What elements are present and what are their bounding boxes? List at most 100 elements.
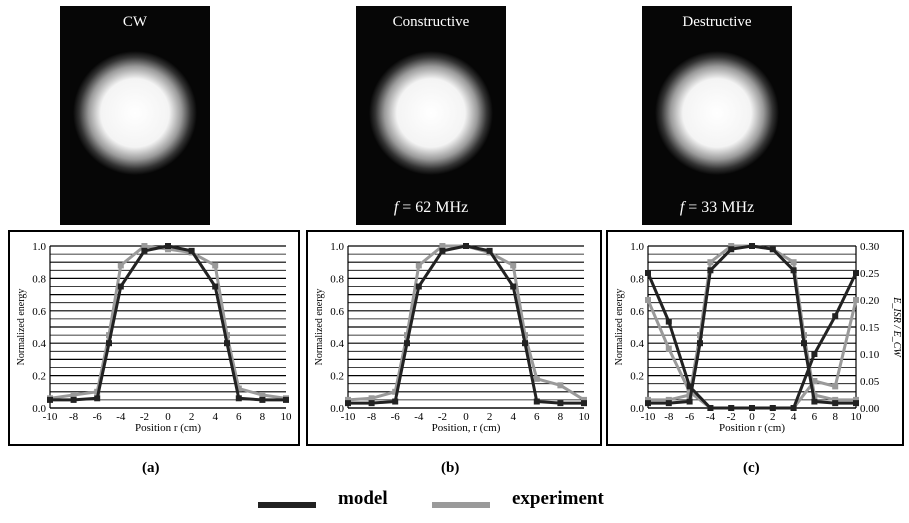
data-point (832, 400, 839, 407)
data-point (106, 332, 112, 339)
data-point (728, 243, 735, 249)
series-line-model (50, 244, 286, 402)
x-axis-label: Position r (cm) (135, 422, 201, 434)
y-tick-label: 0.8 (330, 273, 344, 285)
data-point (557, 400, 564, 407)
data-point (707, 405, 714, 411)
x-tick-label: -2 (140, 411, 149, 423)
data-point (235, 385, 242, 392)
data-point (212, 283, 219, 290)
x-tick-label: 8 (832, 411, 838, 423)
x-tick-label: -4 (706, 411, 716, 423)
data-point (345, 396, 351, 403)
data-point (728, 405, 735, 411)
data-point (522, 332, 528, 339)
data-point (188, 247, 195, 254)
data-point (117, 262, 124, 269)
data-point (94, 395, 101, 402)
x-tick-label: 2 (770, 411, 776, 423)
y-axis-label: Normalized energy (614, 289, 625, 366)
legend-swatch-model (258, 502, 316, 508)
y-tick-label: 1.0 (630, 241, 644, 253)
data-point (510, 262, 517, 269)
y-tick-label: 0.4 (630, 338, 644, 350)
data-point (533, 375, 540, 382)
data-point (801, 340, 807, 347)
y-tick-label: 1.0 (330, 241, 344, 253)
data-point (165, 243, 171, 249)
data-point (106, 340, 112, 347)
data-point (832, 313, 839, 320)
x-tick-label: -2 (438, 411, 447, 423)
data-point (686, 398, 693, 405)
data-point (141, 243, 148, 249)
x-tick-label: 2 (189, 411, 195, 423)
data-point (811, 351, 818, 357)
data-point (853, 396, 859, 403)
y2-axis-label: E_ISR / E_CW (891, 296, 902, 358)
x-tick-label: 6 (236, 411, 242, 423)
x-tick-label: -10 (43, 411, 58, 423)
x-tick-label: 0 (463, 411, 469, 423)
data-point (581, 396, 587, 403)
data-point (790, 267, 797, 274)
y-tick-label: 0.0 (630, 403, 644, 415)
data-point (368, 400, 375, 407)
y-tick-label: 0.2 (330, 371, 344, 383)
y2-tick-label: 0.20 (860, 295, 880, 307)
data-point (259, 392, 266, 399)
data-point (212, 262, 219, 269)
data-point (645, 400, 651, 407)
data-point (345, 400, 351, 407)
data-point (749, 243, 755, 249)
data-point (811, 398, 818, 405)
y2-tick-label: 0.15 (860, 322, 880, 334)
data-point (697, 340, 703, 347)
y-tick-label: 0.2 (630, 371, 644, 383)
y2-tick-label: 0.25 (860, 268, 880, 280)
data-point (832, 396, 839, 403)
x-tick-label: -6 (93, 411, 103, 423)
data-point (853, 270, 859, 276)
beam-spot-constructive (369, 51, 493, 175)
x-tick-label: -6 (391, 411, 401, 423)
x-tick-label: -8 (664, 411, 674, 423)
data-point (165, 246, 171, 253)
chart-b: 0.0 0.2 0.4 0.6 0.8 1.0 -10 -8 -6 -4 -2 0 2 4 6 8 10 Posi… (314, 241, 590, 434)
legend-swatch-experiment (432, 502, 490, 508)
data-point (728, 246, 735, 253)
y2-tick-label: 0.10 (860, 349, 880, 361)
data-point (522, 340, 528, 347)
y-tick-label: 0.0 (32, 403, 46, 415)
legend-label-model: model (338, 488, 388, 509)
beam-spot-destructive (655, 51, 779, 175)
data-point (283, 396, 289, 403)
y2-tick-label: 0.30 (860, 241, 880, 253)
x-tick-label: 6 (812, 411, 818, 423)
data-point (224, 340, 230, 347)
y-tick-label: 0.6 (32, 306, 46, 318)
x-tick-label: 8 (260, 411, 266, 423)
y-axis-label: Normalized energy (16, 289, 27, 366)
data-point (141, 247, 148, 254)
panel-label-b: (b) (441, 460, 460, 476)
data-point (581, 400, 587, 407)
data-point (510, 283, 517, 290)
data-point (117, 283, 124, 290)
series-line-model (348, 244, 584, 405)
data-point (665, 345, 672, 352)
data-point (853, 297, 859, 303)
data-point (70, 392, 77, 399)
beam-title-constructive: Constructive (392, 14, 470, 30)
data-point (439, 243, 446, 249)
beam-frequency-destructive: f = 33 MHz (642, 199, 792, 217)
x-tick-label: 8 (558, 411, 564, 423)
data-point (392, 398, 399, 405)
data-point (392, 388, 399, 395)
y-tick-label: 0.6 (330, 306, 344, 318)
x-tick-label: 6 (534, 411, 540, 423)
data-point (665, 396, 672, 403)
chart-a: 0.0 0.2 0.4 0.6 0.8 1.0 -10 -8 -6 -4 -2 0 2 4 6 8 10 Posi… (16, 241, 292, 434)
chart-c: 0.0 0.2 0.4 0.6 0.8 1.0 -10 -8 -6 -4 -2 0 2 4 6 8 10 Posi… (614, 241, 902, 434)
data-point (645, 270, 651, 276)
